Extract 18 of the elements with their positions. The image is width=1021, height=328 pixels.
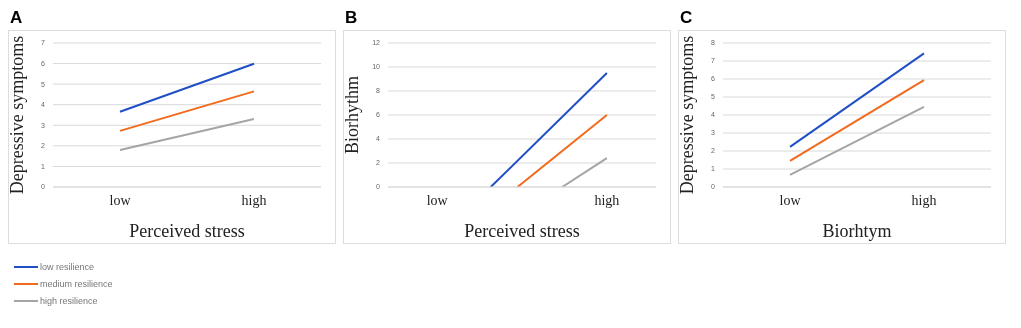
x-tick-label: low	[426, 192, 449, 208]
chart-title: B	[344, 8, 359, 29]
y-axis-title: Depressive symptoms	[7, 35, 28, 195]
chart-title: A	[9, 8, 24, 29]
x-axis-title: Perceived stress	[464, 221, 580, 241]
y-axis-title: Depressive symptoms	[677, 35, 698, 195]
x-axis-title: Biorhtym	[822, 221, 892, 241]
legend-label: medium resilience	[40, 278, 113, 289]
x-tick-label: high	[911, 192, 937, 208]
x-tick-label: high	[594, 192, 620, 208]
legend-label: low resilience	[40, 261, 95, 272]
chart-title: C	[679, 8, 694, 29]
y-axis-title: Biorhythm	[342, 75, 363, 155]
legend-label: high resilience	[40, 295, 98, 306]
x-tick-label: high	[241, 192, 267, 208]
x-tick-label: low	[109, 192, 132, 208]
x-axis-title: Perceived stress	[129, 221, 245, 241]
x-tick-label: low	[779, 192, 802, 208]
